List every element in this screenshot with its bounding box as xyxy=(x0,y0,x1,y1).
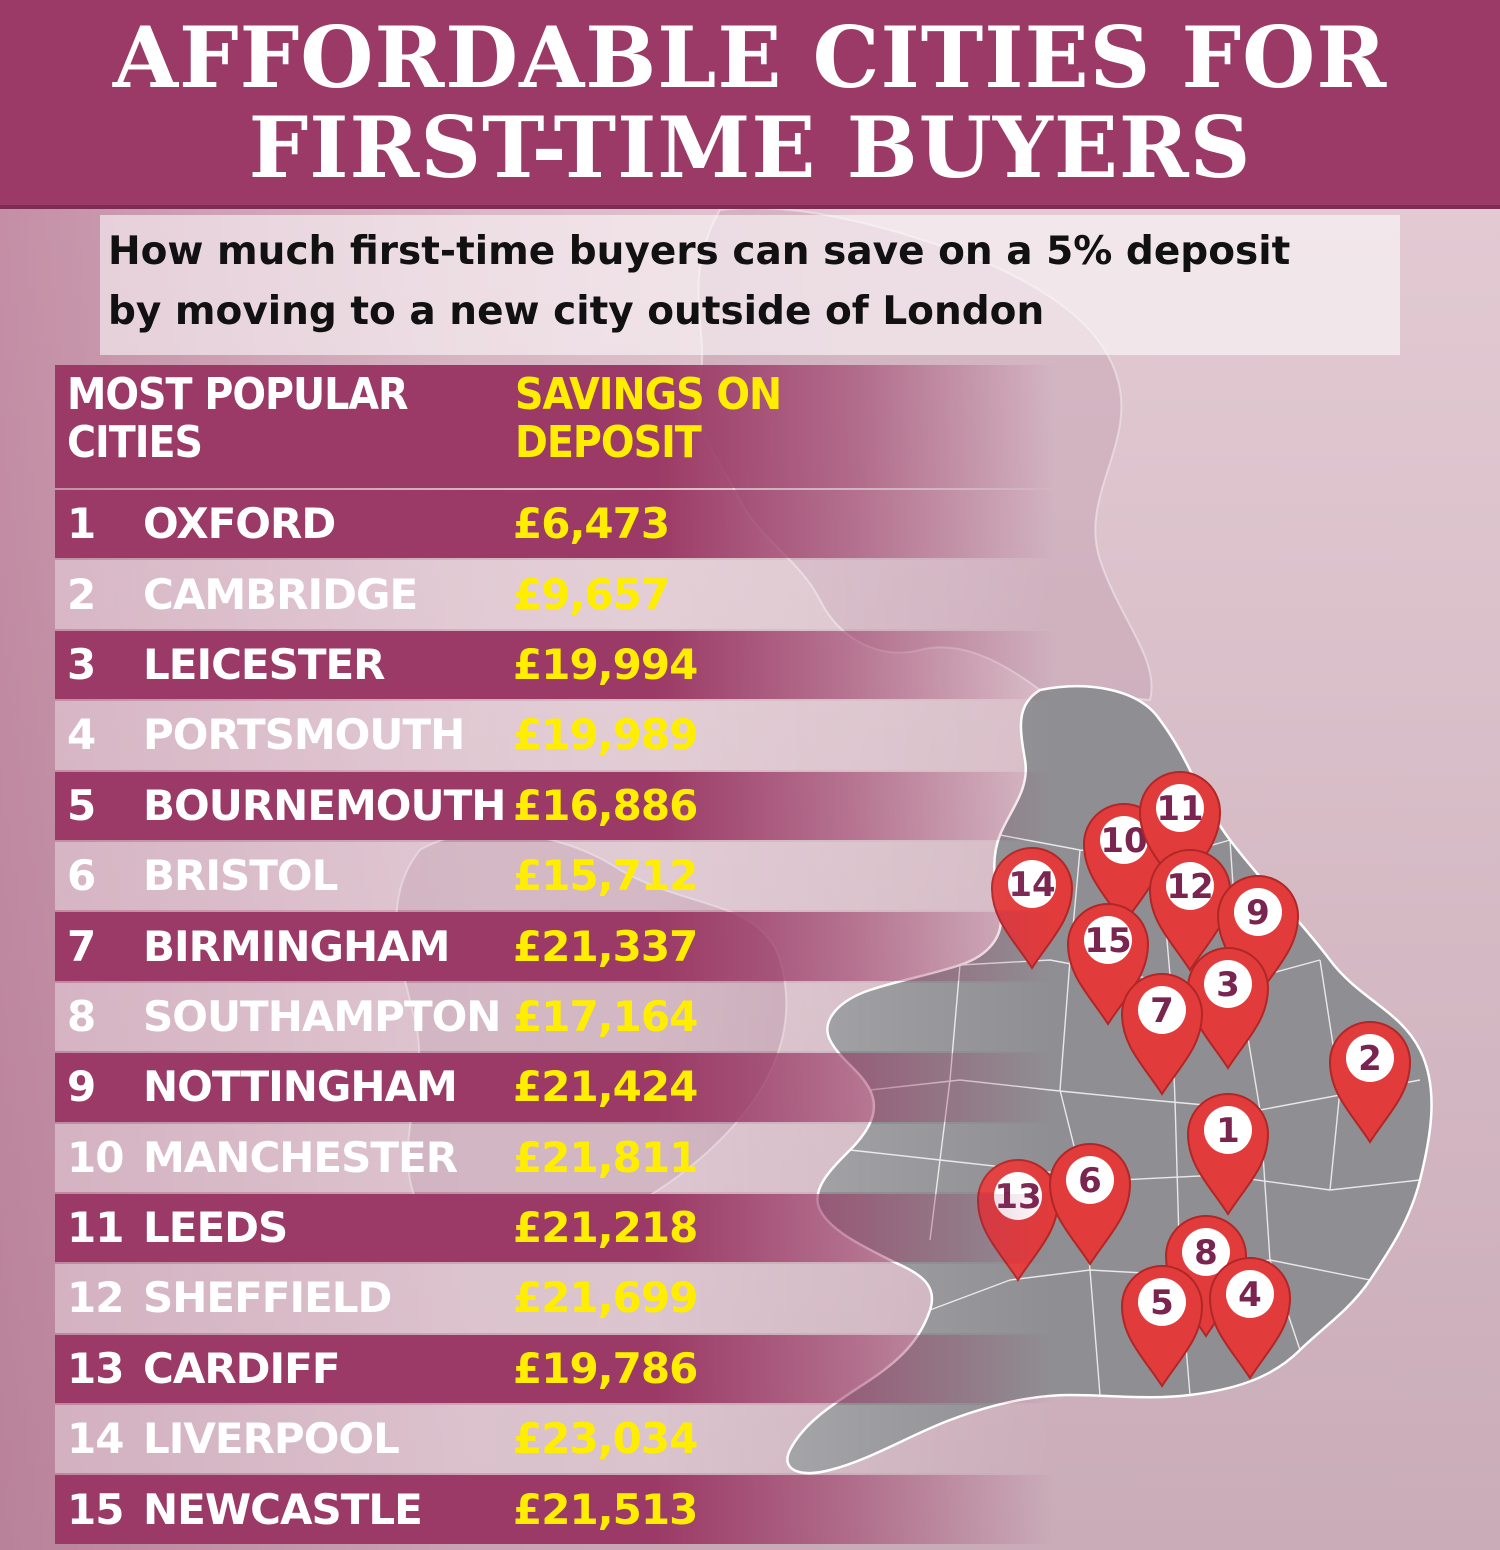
row-rank: 3 xyxy=(67,639,96,689)
row-saving: £6,473 xyxy=(513,499,670,549)
row-saving: £21,424 xyxy=(513,1062,698,1112)
row-saving: £21,218 xyxy=(513,1203,698,1253)
table-row: 15 NEWCASTLE £21,513 xyxy=(55,1475,1055,1544)
row-rank: 9 xyxy=(67,1062,96,1112)
row-rank: 1 xyxy=(67,499,96,549)
row-city: LEEDS xyxy=(143,1203,288,1253)
row-city: OXFORD xyxy=(143,499,336,549)
table-row: 6 BRISTOL £15,712 xyxy=(55,841,1055,911)
row-saving: £9,657 xyxy=(513,569,670,619)
svg-text:6: 6 xyxy=(1078,1161,1102,1201)
svg-text:14: 14 xyxy=(1008,865,1055,905)
row-city: CARDIFF xyxy=(143,1343,341,1393)
row-city: PORTSMOUTH xyxy=(143,710,465,760)
svg-text:1: 1 xyxy=(1216,1111,1240,1151)
table-row: 12 SHEFFIELD £21,699 xyxy=(55,1264,1055,1333)
map-pin-5: 5 xyxy=(1120,1265,1204,1388)
table-row: 14 LIVERPOOL £23,034 xyxy=(55,1405,1055,1474)
map-pin-4: 4 xyxy=(1208,1257,1292,1380)
table-row: 4 PORTSMOUTH £19,989 xyxy=(55,701,1055,770)
row-rank: 15 xyxy=(67,1484,124,1534)
subtitle-line-2: by moving to a new city outside of Londo… xyxy=(108,289,1045,334)
svg-text:8: 8 xyxy=(1194,1233,1218,1273)
table-row: 11 LEEDS £21,218 xyxy=(55,1193,1055,1263)
title-banner: AFFORDABLE CITIES FOR FIRST-TIME BUYERS xyxy=(0,0,1500,209)
row-city: LIVERPOOL xyxy=(143,1414,400,1464)
row-rank: 8 xyxy=(67,991,96,1041)
row-rank: 10 xyxy=(67,1132,124,1182)
table-row: 1 OXFORD £6,473 xyxy=(55,490,1055,559)
table-row: 10 MANCHESTER £21,811 xyxy=(55,1123,1055,1192)
row-rank: 2 xyxy=(67,569,96,619)
subtitle-line-1: How much first-time buyers can save on a… xyxy=(108,229,1291,274)
map-pin-1: 1 xyxy=(1186,1093,1270,1216)
table-row: 7 BIRMINGHAM £21,337 xyxy=(55,912,1055,981)
svg-text:7: 7 xyxy=(1150,991,1174,1031)
row-city: SHEFFIELD xyxy=(143,1273,392,1323)
row-city: BOURNEMOUTH xyxy=(143,780,506,830)
row-rank: 11 xyxy=(67,1203,124,1253)
row-city: SOUTHAMPTON xyxy=(143,991,501,1041)
header-cities: MOST POPULAR CITIES xyxy=(67,369,408,468)
row-rank: 13 xyxy=(67,1343,124,1393)
map-pin-7: 7 xyxy=(1120,973,1204,1096)
row-saving: £19,786 xyxy=(513,1343,698,1393)
subtitle-background xyxy=(100,215,1400,355)
table-row: 2 CAMBRIDGE £9,657 xyxy=(55,560,1055,629)
row-saving: £17,164 xyxy=(513,991,698,1041)
row-rank: 14 xyxy=(67,1414,124,1464)
table-body: 1 OXFORD £6,473 2 CAMBRIDGE £9,657 3 LEICESTER £… xyxy=(55,490,1055,1544)
savings-table: MOST POPULAR CITIES SAVINGS ON DEPOSIT 1… xyxy=(55,365,1055,1544)
svg-text:9: 9 xyxy=(1246,893,1270,933)
row-saving: £21,811 xyxy=(513,1132,698,1182)
row-rank: 7 xyxy=(67,921,96,971)
table-row: 13 CARDIFF £19,786 xyxy=(55,1334,1055,1404)
row-saving: £23,034 xyxy=(513,1414,698,1464)
row-city: LEICESTER xyxy=(143,639,386,689)
svg-text:15: 15 xyxy=(1084,921,1131,961)
title-line-1: AFFORDABLE CITIES FOR xyxy=(112,7,1388,107)
table-row: 8 SOUTHAMPTON £17,164 xyxy=(55,982,1055,1052)
row-city: NOTTINGHAM xyxy=(143,1062,458,1112)
svg-text:4: 4 xyxy=(1238,1275,1262,1315)
header-savings: SAVINGS ON DEPOSIT xyxy=(515,369,782,468)
svg-text:10: 10 xyxy=(1100,821,1147,861)
subtitle: How much first-time buyers can save on a… xyxy=(108,222,1408,342)
svg-text:2: 2 xyxy=(1358,1039,1382,1079)
row-rank: 5 xyxy=(67,780,96,830)
row-city: NEWCASTLE xyxy=(143,1484,423,1534)
row-saving: £21,337 xyxy=(513,921,698,971)
map-pin-2: 2 xyxy=(1328,1021,1412,1144)
row-rank: 4 xyxy=(67,710,96,760)
row-city: CAMBRIDGE xyxy=(143,569,418,619)
table-row: 5 BOURNEMOUTH £16,886 xyxy=(55,771,1055,840)
svg-text:11: 11 xyxy=(1156,789,1203,829)
row-saving: £21,699 xyxy=(513,1273,698,1323)
row-rank: 12 xyxy=(67,1273,124,1323)
svg-text:12: 12 xyxy=(1166,867,1213,907)
table-row: 3 LEICESTER £19,994 xyxy=(55,630,1055,700)
table-header: MOST POPULAR CITIES SAVINGS ON DEPOSIT xyxy=(55,365,1055,488)
row-saving: £15,712 xyxy=(513,851,698,901)
table-row: 9 NOTTINGHAM £21,424 xyxy=(55,1053,1055,1122)
svg-text:3: 3 xyxy=(1216,965,1240,1005)
row-city: BRISTOL xyxy=(143,851,338,901)
row-saving: £19,989 xyxy=(513,710,698,760)
row-saving: £19,994 xyxy=(513,639,698,689)
row-city: MANCHESTER xyxy=(143,1132,458,1182)
row-saving: £21,513 xyxy=(513,1484,698,1534)
svg-text:5: 5 xyxy=(1150,1283,1174,1323)
row-city: BIRMINGHAM xyxy=(143,921,450,971)
title-line-2: FIRST-TIME BUYERS xyxy=(248,97,1252,197)
row-rank: 6 xyxy=(67,851,96,901)
row-saving: £16,886 xyxy=(513,780,698,830)
